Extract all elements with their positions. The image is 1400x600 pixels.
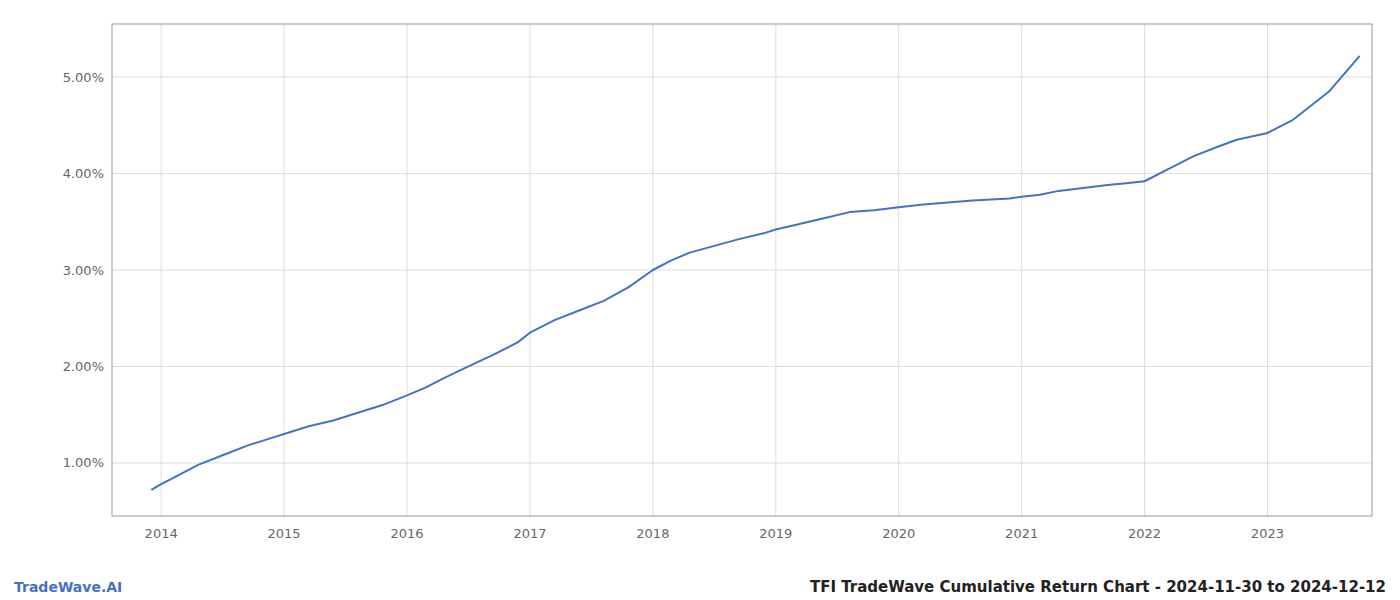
data-line: [151, 56, 1359, 490]
plot-area: [151, 56, 1359, 490]
y-tick-label: 2.00%: [63, 359, 104, 374]
tick-labels: 2014 2015 2016 2017 2018 2019 2020 2021 2022 2023…: [63, 70, 1284, 541]
title: TFI TradeWave Cumulative Return Chart - …: [810, 578, 1386, 596]
y-grid-line: [112, 462, 1372, 463]
x-tick-label: 2019: [759, 526, 792, 541]
y-tick-label: 1.00%: [63, 455, 104, 470]
grid: [112, 24, 1372, 516]
y-grid-line: [112, 77, 1372, 78]
y-grid-line: [112, 270, 1372, 271]
x-tick-label: 2022: [1128, 526, 1161, 541]
x-tick-label: 2020: [882, 526, 915, 541]
x-tick-label: 2017: [513, 526, 546, 541]
x-tick-label: 2023: [1251, 526, 1284, 541]
y-tick-label: 4.00%: [63, 166, 104, 181]
page: {"chart_data": { "type": "line", "title"…: [0, 0, 1400, 600]
plot-frame: [112, 24, 1372, 516]
watermark: TradeWave.AI: [14, 579, 122, 595]
x-tick-label: 2021: [1005, 526, 1038, 541]
x-tick-label: 2018: [636, 526, 669, 541]
y-grid-line: [112, 366, 1372, 367]
x-tick-label: 2014: [145, 526, 178, 541]
chart: 2014 2015 2016 2017 2018 2019 2020 2021 2022 2023…: [0, 0, 1400, 600]
x-tick-label: 2015: [268, 526, 301, 541]
x-tick-label: 2016: [390, 526, 423, 541]
y-grid-line: [112, 173, 1372, 174]
y-tick-label: 3.00%: [63, 263, 104, 278]
y-tick-label: 5.00%: [63, 70, 104, 85]
